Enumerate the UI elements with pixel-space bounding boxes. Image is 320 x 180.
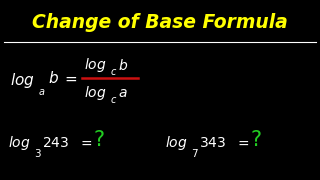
Text: $3$: $3$ — [34, 147, 42, 159]
Text: $?$: $?$ — [93, 130, 105, 150]
Text: Change of Base Formula: Change of Base Formula — [32, 12, 288, 32]
Text: $a$: $a$ — [38, 87, 45, 97]
Text: $b$: $b$ — [118, 57, 128, 73]
Text: $log$: $log$ — [84, 84, 107, 102]
Text: $b$: $b$ — [48, 70, 59, 86]
Text: $log$: $log$ — [165, 134, 188, 152]
Text: $log$: $log$ — [10, 71, 35, 89]
Text: $=$: $=$ — [78, 136, 93, 150]
Text: $7$: $7$ — [191, 147, 199, 159]
Text: $log$: $log$ — [8, 134, 31, 152]
Text: $?$: $?$ — [250, 130, 262, 150]
Text: $343$: $343$ — [199, 136, 226, 150]
Text: $=$: $=$ — [235, 136, 250, 150]
Text: $c$: $c$ — [110, 95, 117, 105]
Text: $=$: $=$ — [62, 71, 78, 86]
Text: $log$: $log$ — [84, 56, 107, 74]
Text: $c$: $c$ — [110, 67, 117, 77]
Text: $a$: $a$ — [118, 86, 128, 100]
Text: $243$: $243$ — [42, 136, 69, 150]
